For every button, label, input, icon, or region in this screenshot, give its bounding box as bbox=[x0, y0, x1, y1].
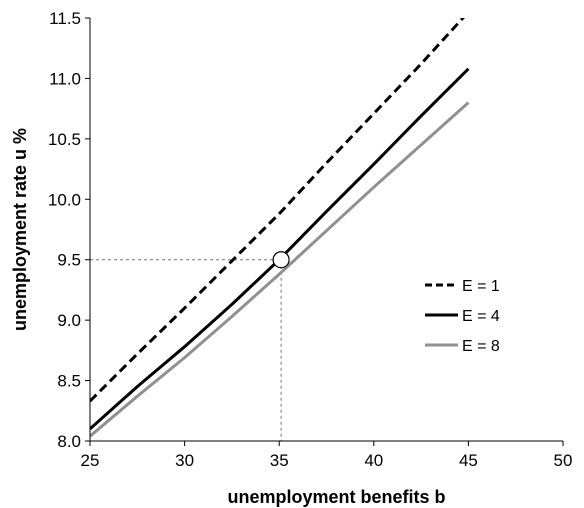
x-axis-title: unemployment benefits b bbox=[227, 487, 445, 507]
y-tick-label: 9.5 bbox=[57, 251, 81, 270]
x-tick-label: 35 bbox=[270, 451, 289, 470]
legend-label-2: E = 4 bbox=[462, 308, 500, 325]
x-tick-label: 50 bbox=[554, 451, 573, 470]
legend: E = 1 E = 4 E = 8 bbox=[425, 278, 500, 355]
y-tick-label: 10.5 bbox=[48, 130, 81, 149]
legend-label-1: E = 1 bbox=[462, 278, 500, 295]
series-line-1 bbox=[90, 18, 465, 403]
y-tick-label: 11.5 bbox=[49, 9, 81, 28]
x-tick-label: 30 bbox=[175, 451, 194, 470]
y-tick-label: 8.5 bbox=[57, 372, 81, 391]
y-tick-label: 9.0 bbox=[57, 311, 81, 330]
x-tick-label: 45 bbox=[459, 451, 478, 470]
y-tick-label: 11.0 bbox=[49, 69, 81, 88]
series-line-3 bbox=[90, 101, 470, 438]
series-lines bbox=[90, 18, 470, 438]
marker-layer bbox=[272, 251, 290, 269]
y-axis-ticks: 8.0 8.5 9.0 9.5 10.0 10.5 11.0 11.5 bbox=[48, 9, 90, 451]
y-tick-label: 10.0 bbox=[48, 190, 81, 209]
x-tick-label: 25 bbox=[81, 451, 100, 470]
legend-label-3: E = 8 bbox=[462, 338, 500, 355]
y-tick-label: 8.0 bbox=[57, 432, 81, 451]
series-line-2 bbox=[90, 67, 470, 431]
x-axis-ticks: 25 30 35 40 45 50 bbox=[81, 441, 573, 470]
axes bbox=[89, 18, 563, 442]
x-tick-label: 40 bbox=[364, 451, 383, 470]
y-axis-title: unemployment rate u % bbox=[10, 128, 30, 331]
highlight-marker bbox=[272, 251, 290, 269]
reference-lines bbox=[90, 259, 282, 441]
